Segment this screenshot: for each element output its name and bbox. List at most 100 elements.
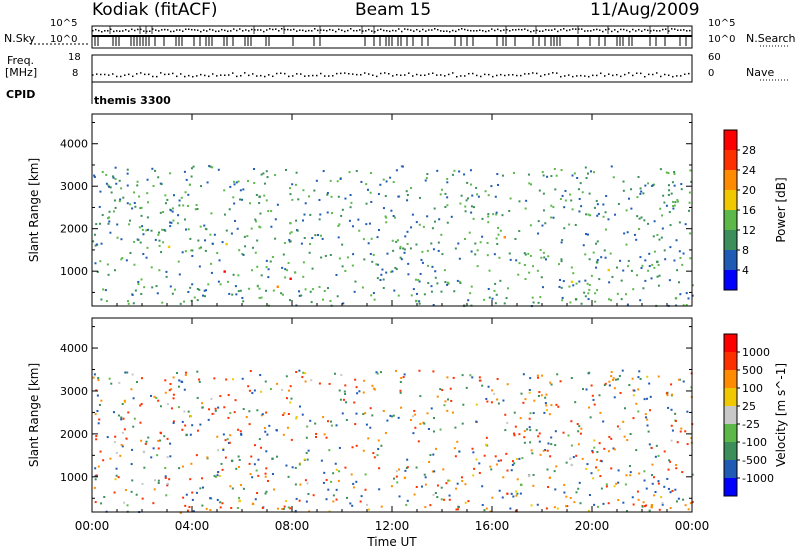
echo-point: [631, 496, 634, 499]
colorbar-tick-label: -500: [742, 454, 767, 467]
echo-point: [364, 412, 367, 415]
echo-point: [272, 289, 275, 292]
echo-point: [642, 287, 645, 290]
echo-point: [670, 439, 673, 442]
echo-point: [156, 292, 159, 295]
echo-point: [638, 217, 641, 220]
echo-point: [648, 382, 651, 385]
echo-point: [267, 268, 270, 271]
freq-point: [244, 72, 246, 74]
echo-point: [170, 221, 173, 224]
echo-point: [329, 179, 332, 182]
echo-point: [398, 468, 401, 471]
plot-frame: [91, 317, 693, 513]
echo-point: [435, 447, 438, 450]
echo-point: [339, 177, 342, 180]
echo-point: [100, 298, 103, 301]
echo-point: [444, 281, 447, 284]
echo-point: [337, 479, 340, 482]
echo-point: [123, 428, 126, 431]
echo-point: [528, 391, 531, 394]
echo-point: [219, 506, 222, 509]
echo-point: [263, 194, 266, 197]
echo-point: [376, 277, 379, 280]
echo-point: [249, 202, 252, 205]
echo-point: [537, 232, 540, 235]
echo-point: [264, 475, 267, 478]
echo-point: [476, 193, 479, 196]
echo-point: [644, 413, 647, 416]
nsearch-point: [596, 28, 598, 31]
echo-point: [321, 237, 324, 240]
echo-point: [304, 288, 307, 291]
echo-point: [604, 382, 607, 385]
echo-point: [355, 412, 358, 415]
echo-point: [115, 182, 118, 185]
echo-point: [274, 174, 277, 177]
echo-point: [550, 436, 553, 439]
echo-point: [105, 182, 108, 185]
echo-point: [689, 169, 692, 172]
echo-point: [640, 216, 643, 219]
freq-point: [388, 73, 390, 75]
echo-point: [570, 463, 573, 467]
nsearch-point: [599, 29, 601, 31]
echo-point: [99, 450, 102, 453]
colorbar-tick-label: 4: [742, 264, 749, 277]
nsearch-point: [638, 28, 640, 31]
echo-point: [496, 377, 499, 380]
echo-point: [523, 430, 526, 433]
echo-point: [542, 174, 545, 177]
echo-point: [637, 376, 640, 379]
echo-point: [337, 195, 340, 198]
echo-point: [363, 379, 366, 382]
echo-point: [555, 174, 558, 177]
echo-point: [684, 504, 687, 507]
echo-point: [515, 457, 518, 460]
colorbar-segment: [724, 250, 737, 270]
echo-point: [253, 181, 256, 184]
freq-point: [584, 75, 586, 77]
echo-point: [446, 376, 449, 379]
echo-point: [330, 480, 333, 483]
nsearch-point: [632, 28, 634, 31]
nsearch-point: [284, 28, 286, 31]
echo-point: [385, 271, 388, 274]
echo-point: [326, 420, 329, 423]
echo-point: [295, 219, 298, 222]
echo-point: [404, 235, 407, 238]
echo-point: [653, 266, 656, 269]
echo-point: [98, 403, 101, 406]
echo-point: [288, 238, 291, 241]
echo-point: [294, 183, 297, 186]
echo-point: [426, 264, 429, 267]
echo-point: [184, 218, 187, 221]
echo-point: [229, 485, 232, 488]
echo-point: [446, 281, 449, 284]
echo-point: [287, 412, 290, 415]
echo-point: [414, 413, 417, 416]
echo-point: [95, 243, 98, 246]
echo-point: [405, 503, 408, 506]
echo-point: [273, 488, 276, 491]
echo-point: [221, 241, 224, 244]
echo-point: [231, 293, 234, 296]
echo-point: [355, 386, 358, 389]
freq-point: [600, 72, 602, 75]
echo-point: [544, 448, 547, 451]
echo-point: [565, 505, 568, 508]
echo-point: [564, 189, 567, 192]
echo-point: [488, 296, 491, 299]
echo-point: [266, 433, 269, 436]
echo-point: [632, 288, 635, 291]
echo-point: [462, 403, 465, 406]
echo-point: [641, 264, 644, 267]
echo-point: [206, 456, 209, 459]
echo-point: [461, 374, 464, 377]
echo-point: [251, 392, 254, 395]
freq-point: [240, 74, 242, 77]
echo-point: [301, 376, 304, 379]
echo-point: [112, 175, 115, 178]
echo-point: [542, 209, 545, 212]
echo-point: [680, 427, 683, 430]
